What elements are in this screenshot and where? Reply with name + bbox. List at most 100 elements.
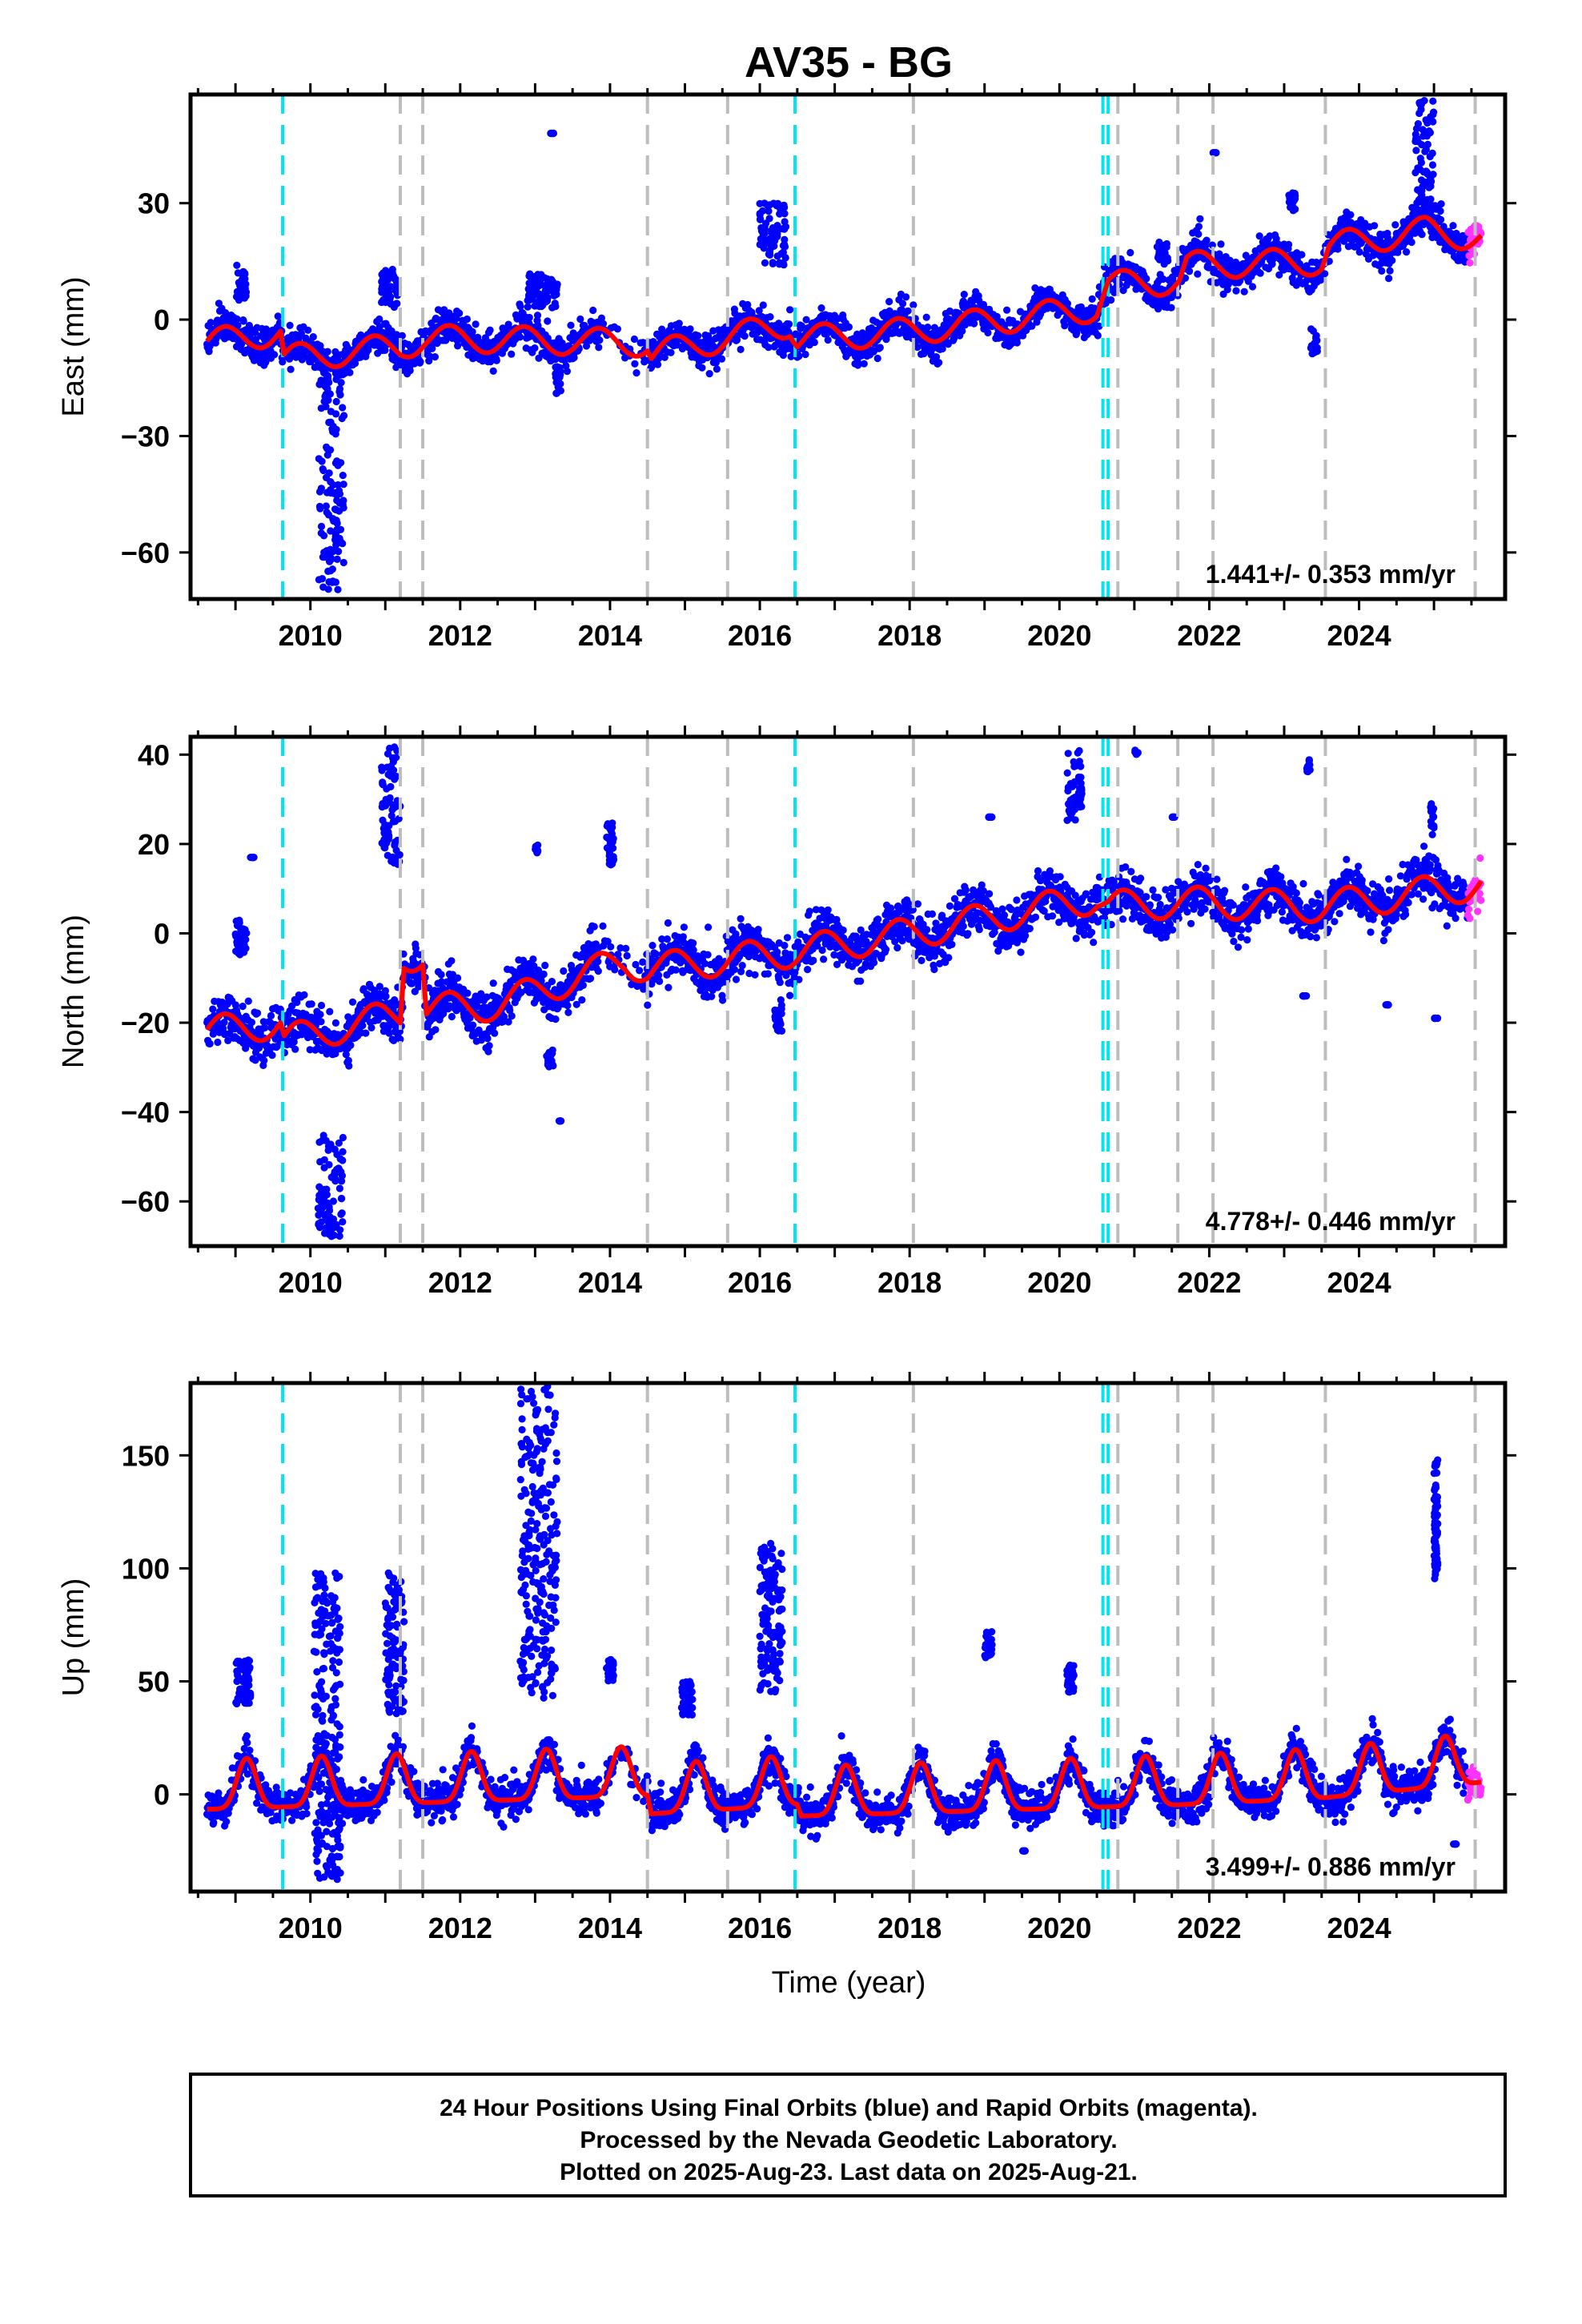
final-orbit-point [680,923,689,931]
outlier-point [552,363,560,372]
final-orbit-point [1407,238,1415,247]
outlier-point [319,465,327,473]
final-orbit-point [611,966,619,974]
outlier-point [767,240,775,248]
final-orbit-point [607,943,615,951]
outlier-point [1419,126,1427,134]
final-orbit-point [271,351,279,359]
final-orbit-point [567,321,575,329]
outlier-point [334,585,342,593]
final-orbit-point [544,317,552,325]
final-orbit-point [902,293,910,301]
final-orbit-point [885,298,893,306]
final-orbit-point [432,1026,440,1034]
final-orbit-point [594,958,602,966]
outlier-point [551,300,559,308]
final-orbit-point [785,320,793,328]
final-orbit-point [489,979,497,987]
outlier-point [769,259,777,267]
final-orbit-point [516,303,524,311]
final-orbit-point [1418,231,1426,239]
final-orbit-point [489,367,497,375]
final-orbit-point [984,328,992,337]
final-orbit-point [613,325,622,333]
y-tick-label: −30 [121,420,170,452]
final-orbit-point [212,335,220,343]
final-orbit-point [755,307,763,315]
final-orbit-point [673,341,681,349]
outlier-point [526,287,534,296]
outlier-point [327,567,335,575]
final-orbit-point [540,970,548,979]
final-orbit-point [261,1023,269,1031]
final-orbit-point [274,312,282,320]
final-orbit-point [529,955,537,963]
final-orbit-point [316,1011,324,1019]
final-orbit-point [704,951,712,959]
y-axis-label: East (mm) [57,276,90,416]
outlier-point [322,502,330,510]
outlier-point [332,376,340,384]
final-orbit-point [1388,256,1396,264]
outlier-point [1425,183,1433,191]
velocity-label: 1.441+/- 0.353 mm/yr [1206,560,1456,589]
final-orbit-point [1378,267,1386,275]
outlier-point [391,275,400,283]
outlier-point [329,577,337,585]
outlier-point [329,547,337,556]
final-orbit-point [300,991,308,999]
final-orbit-point [632,369,640,377]
final-orbit-point [207,319,215,327]
final-orbit-point [1248,283,1257,291]
outlier-point [333,519,341,528]
outlier-point [1154,252,1162,260]
final-orbit-point [326,1007,334,1015]
final-orbit-point [970,320,978,328]
final-orbit-point [854,361,862,369]
outlier-point [1307,325,1315,333]
outlier-point [759,229,767,237]
final-orbit-point [1126,248,1134,257]
outlier-point [317,529,325,537]
outlier-point [323,451,331,459]
outlier-point [1421,204,1429,212]
final-orbit-point [448,957,456,965]
final-orbit-point [209,1005,217,1013]
outlier-point [315,455,323,463]
final-orbit-point [705,370,713,378]
x-tick-label: 2020 [1027,619,1091,652]
outlier-point [1412,147,1420,155]
final-orbit-point [594,967,602,975]
outlier-point [333,457,341,465]
outlier-point [1418,141,1426,149]
outlier-point [233,261,241,269]
final-orbit-point [291,1045,299,1053]
outlier-point [545,286,553,294]
outlier-point [324,396,332,404]
final-orbit-point [1449,222,1457,230]
final-orbit-point [382,992,390,1000]
final-orbit-point [206,1039,214,1047]
final-orbit-point [694,332,702,340]
final-orbit-point [765,344,773,352]
final-orbit-point [254,1009,262,1017]
final-orbit-point [654,360,662,368]
outlier-point [1287,195,1296,203]
outlier-point [318,575,327,583]
final-orbit-point [367,1023,375,1031]
final-orbit-point [664,919,673,927]
final-orbit-point [1003,306,1011,314]
final-orbit-point [582,342,591,350]
final-orbit-point [260,1056,268,1064]
final-orbit-point [1195,230,1203,238]
outlier-point [331,427,339,435]
outlier-point [543,297,552,305]
final-orbit-point [597,314,606,322]
final-orbit-point [307,1000,315,1008]
outlier-point [777,250,785,258]
y-tick-label: −60 [121,537,170,569]
outlier-point [762,219,770,227]
outlier-point [239,267,247,276]
final-orbit-point [1436,207,1444,215]
